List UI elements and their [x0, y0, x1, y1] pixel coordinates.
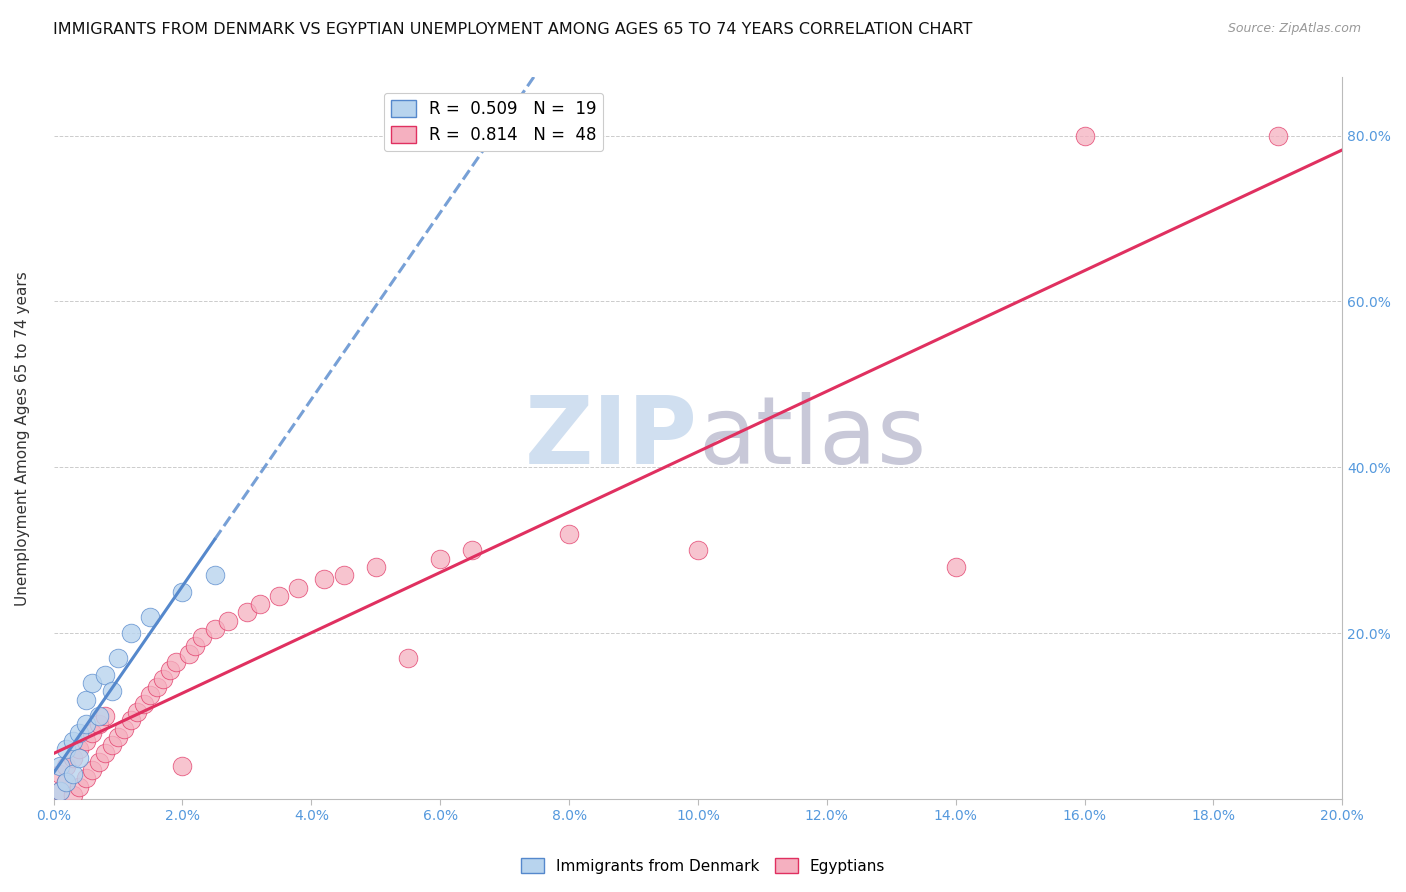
Point [75, 717, 97, 731]
Legend: Immigrants from Denmark, Egyptians: Immigrants from Denmark, Egyptians [515, 852, 891, 880]
Point [82, 725, 104, 739]
Point [152, 672, 174, 686]
Point [49, 784, 72, 798]
Point [55, 775, 77, 789]
Point [94, 667, 117, 681]
Point [107, 651, 129, 665]
Point [429, 551, 451, 566]
Point [287, 581, 309, 595]
Point [55, 759, 77, 773]
Point [461, 543, 484, 558]
Text: IMMIGRANTS FROM DENMARK VS EGYPTIAN UNEMPLOYMENT AMONG AGES 65 TO 74 YEARS CORRE: IMMIGRANTS FROM DENMARK VS EGYPTIAN UNEM… [53, 22, 973, 37]
Point [1073, 128, 1095, 143]
Point [204, 568, 226, 582]
Point [132, 697, 155, 711]
Point [94, 709, 117, 723]
Point [87, 709, 110, 723]
Point [62, 788, 84, 802]
Point [62, 767, 84, 781]
Y-axis label: Unemployment Among Ages 65 to 74 years: Unemployment Among Ages 65 to 74 years [15, 271, 30, 606]
Point [139, 609, 162, 624]
Point [75, 772, 97, 786]
Point [249, 597, 271, 611]
Point [87, 755, 110, 769]
Point [204, 622, 226, 636]
Point [49, 767, 72, 781]
Point [67, 742, 90, 756]
Point [49, 759, 72, 773]
Point [364, 559, 387, 574]
Point [1267, 128, 1289, 143]
Point [127, 705, 149, 719]
Point [165, 655, 187, 669]
Point [100, 684, 122, 698]
Point [236, 606, 259, 620]
Point [75, 692, 97, 706]
Point [396, 651, 419, 665]
Point [100, 738, 122, 752]
Text: Source: ZipAtlas.com: Source: ZipAtlas.com [1227, 22, 1361, 36]
Point [67, 780, 90, 794]
Point [114, 722, 136, 736]
Point [139, 689, 162, 703]
Point [62, 734, 84, 748]
Point [172, 584, 194, 599]
Point [94, 747, 117, 761]
Point [82, 676, 104, 690]
Point [145, 680, 167, 694]
Text: atlas: atlas [697, 392, 927, 484]
Point [120, 626, 142, 640]
Point [314, 572, 336, 586]
Point [269, 589, 291, 603]
Point [87, 717, 110, 731]
Point [686, 543, 709, 558]
Point [172, 759, 194, 773]
Point [49, 784, 72, 798]
Text: ZIP: ZIP [524, 392, 697, 484]
Point [217, 614, 239, 628]
Point [67, 750, 90, 764]
Point [55, 775, 77, 789]
Point [120, 713, 142, 727]
Point [67, 725, 90, 739]
Point [945, 559, 967, 574]
Point [184, 639, 207, 653]
Point [159, 664, 181, 678]
Legend: R =  0.509   N =  19, R =  0.814   N =  48: R = 0.509 N = 19, R = 0.814 N = 48 [384, 93, 603, 151]
Point [177, 647, 200, 661]
Point [82, 763, 104, 777]
Point [332, 568, 354, 582]
Point [191, 630, 214, 644]
Point [62, 750, 84, 764]
Point [75, 734, 97, 748]
Point [55, 742, 77, 756]
Point [558, 526, 581, 541]
Point [107, 730, 129, 744]
